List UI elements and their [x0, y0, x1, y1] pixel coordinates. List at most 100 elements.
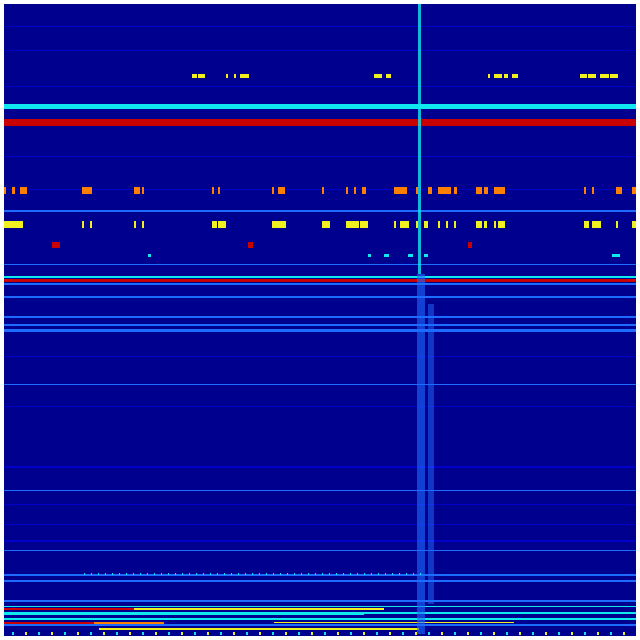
dotted-mark: [298, 632, 300, 635]
event-mark: [212, 187, 214, 194]
dotted-mark: [84, 573, 85, 575]
dotted-mark: [230, 490, 231, 491]
dotted-mark: [92, 490, 93, 491]
horizontal-band: [4, 189, 636, 190]
dotted-mark: [119, 573, 120, 575]
dotted-mark: [38, 632, 40, 635]
horizontal-band: [4, 504, 636, 505]
event-mark: [616, 221, 618, 228]
horizontal-band: [4, 540, 636, 542]
event-mark: [416, 187, 418, 194]
event-mark: [380, 74, 382, 78]
dotted-mark: [98, 573, 99, 575]
dotted-mark: [207, 632, 209, 635]
horizontal-band: [4, 50, 636, 51]
dotted-mark: [105, 573, 106, 575]
dotted-mark: [231, 573, 232, 575]
dotted-mark: [614, 490, 615, 491]
dotted-mark: [116, 490, 117, 491]
event-mark: [58, 242, 60, 248]
dotted-mark: [597, 632, 599, 635]
dotted-mark: [350, 632, 352, 635]
dotted-mark: [302, 490, 303, 491]
horizontal-band: [4, 276, 636, 278]
horizontal-band: [4, 356, 636, 357]
dotted-mark: [578, 490, 579, 491]
event-mark: [446, 187, 451, 194]
dotted-mark: [26, 490, 27, 491]
dotted-mark: [134, 490, 135, 491]
dotted-mark: [368, 490, 369, 491]
dotted-mark: [206, 490, 207, 491]
dotted-mark: [103, 632, 105, 635]
event-mark: [588, 74, 596, 78]
dotted-mark: [311, 632, 313, 635]
event-mark: [4, 187, 6, 194]
event-mark: [394, 221, 396, 228]
dotted-mark: [415, 632, 417, 635]
dotted-mark: [129, 632, 131, 635]
dotted-mark: [329, 573, 330, 575]
dotted-mark: [314, 490, 315, 491]
event-mark: [612, 254, 620, 257]
dotted-mark: [378, 573, 379, 575]
event-mark: [488, 74, 490, 78]
event-mark: [234, 74, 236, 78]
dotted-mark: [238, 573, 239, 575]
dotted-mark: [90, 632, 92, 635]
dotted-mark: [315, 573, 316, 575]
dotted-mark: [86, 490, 87, 491]
horizontal-band: [4, 329, 636, 332]
dotted-mark: [343, 573, 344, 575]
event-mark: [386, 74, 391, 78]
dotted-mark: [236, 490, 237, 491]
dotted-mark: [494, 490, 495, 491]
horizontal-band: [4, 600, 636, 602]
dotted-mark: [104, 490, 105, 491]
dotted-mark: [376, 632, 378, 635]
event-mark: [384, 254, 389, 257]
dotted-mark: [272, 490, 273, 491]
horizontal-band: [4, 624, 636, 626]
dotted-mark: [188, 490, 189, 491]
event-mark: [82, 187, 91, 194]
dotted-mark: [420, 573, 421, 575]
dotted-mark: [56, 490, 57, 491]
horizontal-band: [4, 283, 636, 285]
dotted-mark: [518, 490, 519, 491]
dotted-mark: [77, 632, 79, 635]
dotted-mark: [110, 490, 111, 491]
event-mark: [20, 187, 27, 194]
event-mark: [424, 221, 428, 228]
dotted-mark: [146, 490, 147, 491]
horizontal-band: [4, 612, 636, 614]
dotted-mark: [155, 632, 157, 635]
event-mark: [12, 221, 20, 228]
dotted-mark: [246, 632, 248, 635]
dotted-mark: [12, 632, 14, 635]
dotted-mark: [548, 490, 549, 491]
dotted-mark: [362, 490, 363, 491]
event-mark: [438, 187, 447, 194]
vertical-line: [428, 304, 434, 604]
bottom-streak: [274, 622, 514, 623]
event-mark: [218, 221, 226, 228]
dotted-mark: [404, 490, 405, 491]
dotted-mark: [332, 490, 333, 491]
event-mark: [322, 221, 330, 228]
bottom-streak: [99, 628, 419, 630]
dotted-mark: [542, 490, 543, 491]
dotted-mark: [200, 490, 201, 491]
dotted-mark: [488, 490, 489, 491]
horizontal-band: [4, 606, 636, 607]
dotted-mark: [152, 490, 153, 491]
event-mark: [504, 74, 508, 78]
dotted-mark: [500, 490, 501, 491]
dotted-mark: [259, 573, 260, 575]
event-mark: [584, 221, 589, 228]
dotted-mark: [194, 490, 195, 491]
event-mark: [20, 221, 23, 228]
bottom-streak: [4, 608, 134, 610]
dotted-mark: [278, 490, 279, 491]
dotted-mark: [194, 632, 196, 635]
